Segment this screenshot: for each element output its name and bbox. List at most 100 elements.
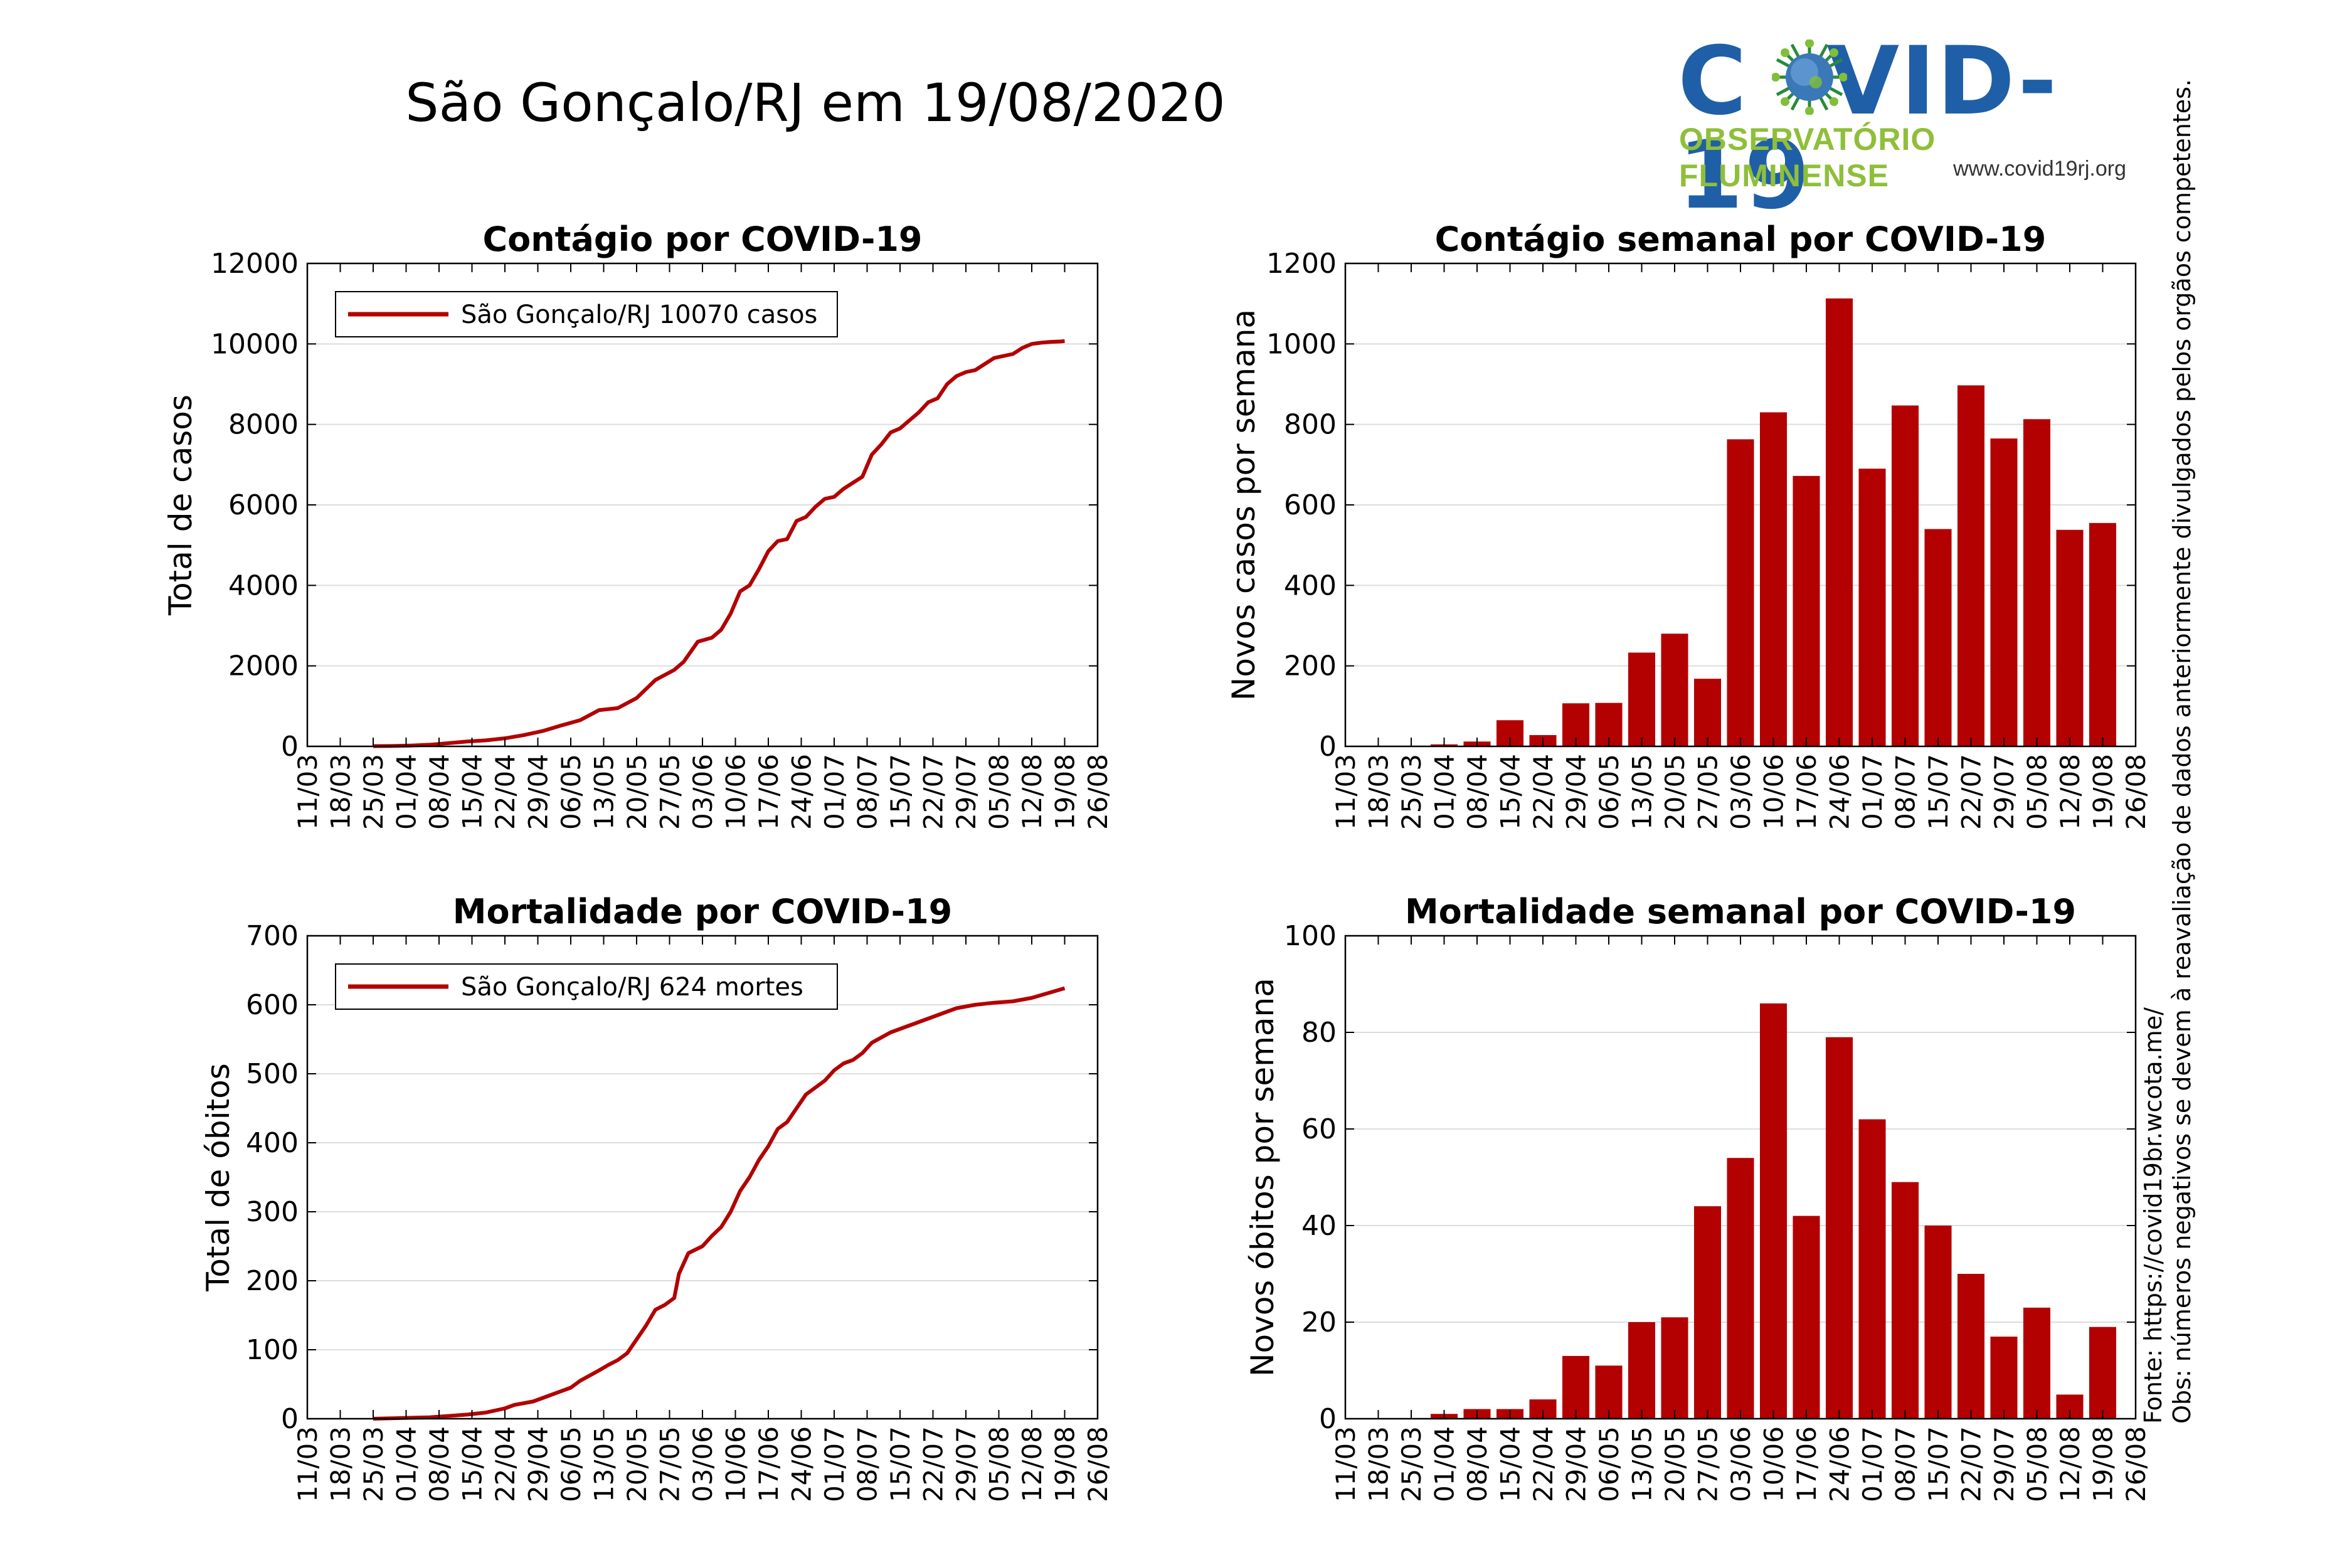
x-tick-label: 08/07 [1890,1426,1921,1502]
y-tick-label: 0 [1319,1403,1337,1435]
y-tick-label: 20 [1301,1306,1337,1338]
y-tick-label: 80 [1301,1017,1337,1049]
x-tick-label: 26/08 [1083,754,1113,830]
bar [1858,1119,1886,1419]
y-tick-label: 200 [1284,650,1337,682]
x-tick-label: 01/07 [1857,754,1888,830]
bar [1891,1182,1919,1419]
x-tick-label: 29/04 [523,754,554,830]
x-tick-label: 05/08 [2022,1426,2053,1502]
bar [1727,1158,1754,1419]
bar [2023,419,2051,746]
x-tick-label: 18/03 [1364,754,1394,830]
x-tick-label: 06/05 [556,754,586,830]
x-tick-label: 08/04 [424,1426,455,1502]
x-tick-label: 12/08 [1017,754,1047,830]
bar [1693,679,1722,746]
x-tick-label: 10/06 [721,1426,751,1502]
y-axis-label: Total de casos [162,395,199,616]
y-axis-label: Novos casos por semana [1226,309,1262,701]
x-tick-label: 27/05 [655,1426,686,1502]
y-tick-label: 800 [1284,409,1337,441]
x-tick-label: 27/05 [1693,754,1724,830]
x-tick-label: 05/08 [2022,754,2053,830]
y-tick-label: 600 [1284,489,1337,521]
y-tick-label: 600 [246,989,299,1021]
x-tick-label: 08/07 [852,1426,883,1502]
x-tick-label: 03/06 [687,1426,718,1502]
x-tick-label: 08/04 [1462,754,1493,830]
x-tick-label: 10/06 [1759,1426,1789,1502]
bar [1693,1206,1722,1419]
y-tick-label: 8000 [228,409,299,441]
logo-url: www.covid19rj.org [1953,157,2126,181]
chart-title: Contágio semanal por COVID-19 [1435,220,2047,259]
y-tick-label: 400 [246,1127,299,1159]
y-tick-label: 700 [246,920,299,952]
x-tick-label: 12/08 [1017,1426,1047,1502]
x-tick-label: 15/07 [1923,1426,1954,1502]
x-tick-label: 22/04 [1528,1426,1559,1502]
chart-title: Mortalidade por COVID-19 [453,892,952,931]
bar [1957,385,1985,746]
logo-title-left: C [1678,27,1749,136]
x-tick-label: 27/05 [655,754,686,830]
x-tick-label: 12/08 [2055,1426,2085,1502]
y-tick-label: 0 [281,1403,299,1435]
x-tick-label: 24/06 [787,754,817,830]
x-tick-label: 01/04 [1429,754,1460,830]
x-tick-label: 10/06 [721,754,751,830]
bar [1825,1037,1853,1419]
bar [1661,633,1688,746]
y-tick-label: 400 [1284,569,1337,601]
bar [1793,1216,1820,1419]
legend: São Gonçalo/RJ 624 mortes [335,963,838,1010]
x-tick-label: 01/07 [819,1426,850,1502]
y-tick-label: 4000 [228,569,299,601]
x-tick-label: 03/06 [1725,754,1756,830]
y-tick-label: 6000 [228,489,299,521]
x-tick-label: 15/07 [1923,754,1954,830]
x-tick-label: 17/06 [753,1426,784,1502]
bar [1924,1226,1952,1419]
y-tick-label: 200 [246,1265,299,1297]
bar [1628,652,1656,746]
x-tick-label: 15/04 [457,754,488,830]
logo-subtitle: OBSERVATÓRIO FLUMINENSE [1679,122,1936,193]
legend-label: São Gonçalo/RJ 624 mortes [461,973,803,1002]
x-tick-label: 17/06 [1791,754,1822,830]
x-tick-label: 22/07 [918,754,949,830]
x-tick-label: 29/07 [1989,1426,2020,1502]
x-tick-label: 01/04 [391,754,422,830]
x-tick-label: 22/04 [490,754,521,830]
x-tick-label: 11/03 [1330,1426,1361,1502]
x-tick-label: 08/04 [424,754,455,830]
x-tick-label: 06/05 [1594,754,1624,830]
y-tick-label: 60 [1301,1113,1337,1145]
x-tick-label: 25/03 [358,754,389,830]
bar [1858,469,1886,746]
y-tick-label: 1200 [1266,248,1337,280]
bar [1661,1317,1688,1419]
y-tick-label: 1000 [1266,328,1337,360]
x-tick-label: 19/08 [2088,754,2119,830]
x-tick-label: 06/05 [1594,1426,1624,1502]
x-tick-label: 01/04 [391,1426,422,1502]
bar [1562,1355,1590,1419]
chart-title: Contágio por COVID-19 [482,220,922,259]
x-tick-label: 29/04 [1561,1426,1592,1502]
bar [1825,298,1853,746]
x-tick-label: 29/07 [1989,754,2020,830]
bar [1957,1274,1985,1419]
chart-title: Mortalidade semanal por COVID-19 [1405,892,2076,931]
y-tick-label: 100 [246,1334,299,1366]
x-tick-label: 27/05 [1693,1426,1724,1502]
logo-title: C VID-19 [1678,34,2129,223]
x-tick-label: 22/04 [1528,754,1559,830]
chart-panel-1: São Gonçalo/RJ 10070 casos 0 2000 4000 6000 8… [162,220,1113,830]
y-axis-label: Total de óbitos [200,1063,236,1292]
x-tick-label: 29/07 [951,754,982,830]
x-tick-label: 05/08 [984,754,1015,830]
legend-label: São Gonçalo/RJ 10070 casos [461,300,817,329]
